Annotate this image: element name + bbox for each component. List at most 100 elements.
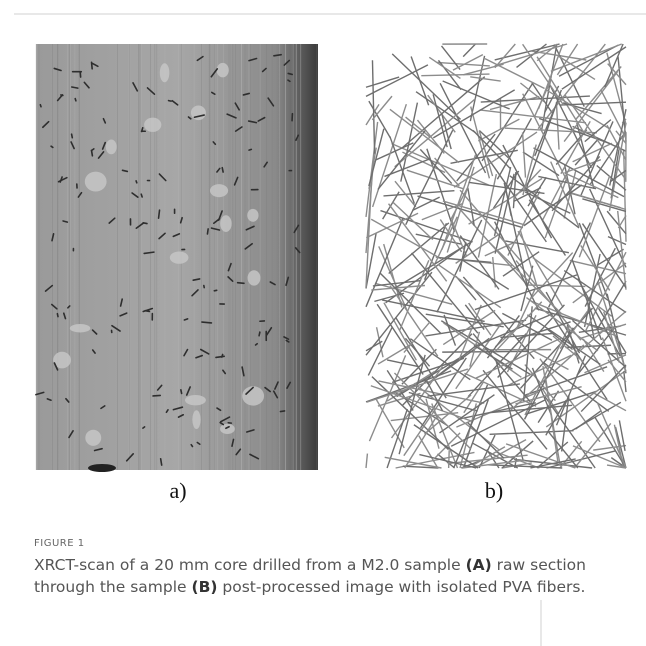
- fiber: [560, 395, 570, 452]
- panel-label: b): [484, 478, 504, 503]
- fiber: [382, 191, 400, 220]
- fiber: [474, 274, 578, 311]
- fiber: [533, 79, 552, 117]
- fiber: [437, 263, 502, 309]
- scan-grain: [84, 171, 107, 192]
- scan-fiber: [210, 227, 221, 231]
- fiber: [506, 354, 572, 387]
- fiber: [522, 144, 537, 196]
- fiber: [463, 63, 504, 76]
- fiber: [582, 198, 627, 213]
- scan-grain: [53, 351, 71, 369]
- scan-fiber: [100, 405, 106, 410]
- scan-fiber: [254, 342, 259, 346]
- scan-fiber: [227, 276, 234, 282]
- scan-fiber: [158, 232, 166, 240]
- fiber: [377, 129, 426, 190]
- fiber: [584, 119, 612, 143]
- fiber: [392, 201, 434, 241]
- scan-fiber: [221, 353, 224, 358]
- scan-fiber: [195, 354, 204, 359]
- scan-fiber: [219, 416, 231, 423]
- scan-fiber: [119, 312, 128, 317]
- fiber: [584, 354, 627, 374]
- scan-fiber: [91, 329, 98, 335]
- fiber: [573, 422, 612, 469]
- scan-fiber: [233, 176, 239, 186]
- scan-fiber: [231, 438, 235, 447]
- fiber: [618, 420, 626, 452]
- scan-fiber: [102, 117, 107, 124]
- fiber: [526, 314, 601, 366]
- fiber: [391, 53, 462, 120]
- scan-fiber: [142, 426, 146, 429]
- scan-grain: [220, 423, 235, 434]
- scan-defect: [88, 464, 116, 472]
- fiber: [563, 71, 619, 142]
- fiber: [389, 136, 416, 204]
- scan-fiber: [190, 443, 194, 448]
- scan-fiber: [206, 228, 209, 235]
- fiber: [365, 217, 404, 308]
- fiber: [472, 129, 511, 169]
- scan-fiber: [159, 457, 163, 466]
- fiber: [442, 309, 496, 346]
- fiber: [533, 147, 625, 198]
- caption-ref: (A): [465, 556, 492, 574]
- fiber: [565, 344, 612, 349]
- fiber: [558, 55, 596, 81]
- fiber: [528, 199, 567, 256]
- fiber: [575, 66, 622, 120]
- fiber: [563, 270, 627, 314]
- fiber: [401, 76, 486, 149]
- scan-fiber: [172, 406, 184, 411]
- scan-fiber: [265, 326, 273, 336]
- scan-fiber: [273, 53, 282, 57]
- fiber: [374, 282, 453, 305]
- scan-grain: [192, 410, 201, 430]
- scan-fiber: [135, 180, 138, 184]
- fiber: [484, 241, 515, 257]
- scan-fiber: [56, 94, 64, 102]
- fiber: [489, 242, 563, 315]
- fiber: [378, 380, 485, 404]
- fiber: [512, 172, 517, 209]
- fiber: [383, 243, 403, 308]
- fiber: [365, 64, 429, 97]
- scan-fiber: [267, 97, 275, 107]
- fiber: [522, 151, 560, 177]
- fiber: [434, 157, 460, 187]
- fiber: [386, 359, 420, 368]
- fiber: [432, 94, 448, 148]
- fiber: [390, 411, 459, 422]
- fiber: [399, 260, 430, 331]
- fiber: [521, 132, 527, 178]
- caption-label: FIGURE 1: [34, 538, 85, 549]
- fiber: [432, 89, 515, 139]
- scan-fiber: [293, 224, 300, 234]
- fiber: [501, 440, 534, 469]
- fiber: [493, 166, 512, 237]
- scan-fiber: [279, 410, 286, 413]
- fiber: [502, 251, 540, 277]
- scan-fiber: [90, 149, 94, 157]
- fiber: [404, 337, 431, 367]
- fiber: [371, 103, 408, 208]
- scan-fiber: [46, 398, 52, 402]
- fiber: [603, 311, 621, 363]
- caption-ref: (B): [191, 578, 218, 596]
- fiber: [524, 191, 571, 214]
- scan-fiber: [179, 216, 183, 224]
- scan-fiber: [156, 384, 163, 391]
- caption-part: raw section through the sample: [34, 556, 586, 596]
- fiber: [529, 252, 574, 301]
- fiber: [516, 288, 536, 328]
- fiber: [606, 124, 627, 161]
- fiber: [462, 43, 476, 58]
- scan-fiber: [219, 421, 225, 426]
- fiber: [607, 359, 627, 383]
- fiber: [537, 43, 606, 130]
- fiber: [408, 391, 478, 412]
- scan-fiber: [245, 429, 255, 433]
